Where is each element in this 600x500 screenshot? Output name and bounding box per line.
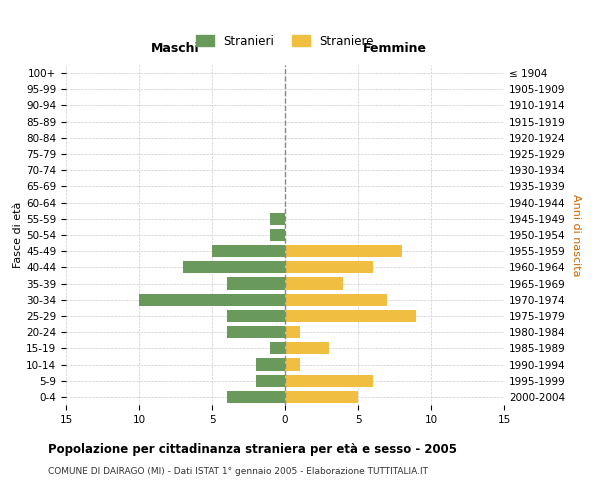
Bar (285, 342, 329, 354)
Text: Femmine: Femmine (362, 42, 427, 56)
Text: Popolazione per cittadinanza straniera per età e sesso - 2005: Popolazione per cittadinanza straniera p… (48, 442, 457, 456)
Bar (183, 262, 285, 274)
Bar (285, 326, 299, 338)
Bar (285, 294, 387, 306)
Bar (271, 342, 285, 354)
Legend: Stranieri, Straniere: Stranieri, Straniere (191, 30, 379, 52)
Bar (285, 310, 416, 322)
Bar (285, 374, 373, 387)
Y-axis label: Anni di nascita: Anni di nascita (571, 194, 581, 276)
Bar (271, 229, 285, 241)
Bar (227, 391, 285, 403)
Bar (271, 212, 285, 225)
Bar (285, 262, 373, 274)
Bar (139, 294, 285, 306)
Text: Maschi: Maschi (151, 42, 200, 56)
Bar (256, 374, 285, 387)
Bar (212, 245, 285, 258)
Bar (227, 310, 285, 322)
Text: COMUNE DI DAIRAGO (MI) - Dati ISTAT 1° gennaio 2005 - Elaborazione TUTTITALIA.IT: COMUNE DI DAIRAGO (MI) - Dati ISTAT 1° g… (48, 468, 428, 476)
Bar (227, 326, 285, 338)
Bar (285, 278, 343, 289)
Bar (256, 358, 285, 370)
Bar (227, 278, 285, 289)
Bar (285, 391, 358, 403)
Bar (285, 358, 299, 370)
Y-axis label: Fasce di età: Fasce di età (13, 202, 23, 268)
Bar (285, 245, 402, 258)
